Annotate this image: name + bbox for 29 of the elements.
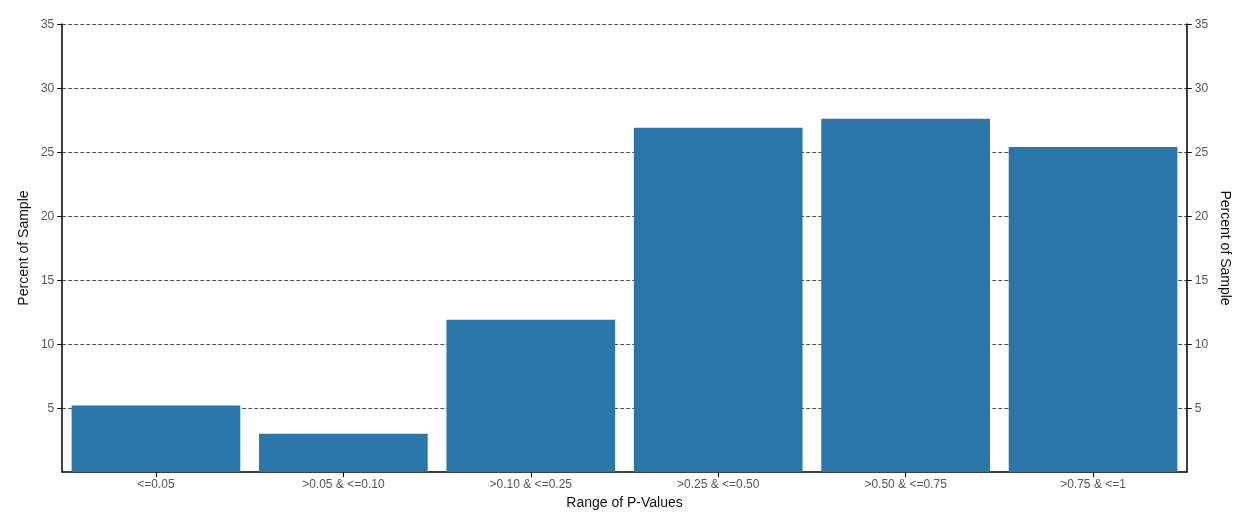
bar <box>633 127 803 473</box>
y2-tick-label: 15 <box>1194 273 1209 288</box>
y2-tick-label: 35 <box>1194 17 1209 31</box>
bar <box>259 433 428 473</box>
y2-axis-title: Percent of Sample <box>1218 190 1234 306</box>
x-tick-label: >0.05 & <=0.10 <box>302 477 385 492</box>
y-axis-title: Percent of Sample <box>15 190 31 306</box>
y-tick-label: 30 <box>40 81 55 96</box>
x-axis-title: Range of P-Values <box>566 494 683 510</box>
y2-tick-label: 20 <box>1194 209 1209 224</box>
y-tick-label: 35 <box>40 17 55 31</box>
x-tick-label: <=0.05 <box>137 477 175 492</box>
bar <box>446 319 616 473</box>
y2-tick-label: 30 <box>1194 81 1209 96</box>
bar <box>1008 146 1178 473</box>
y-tick-label: 25 <box>40 145 55 160</box>
y-tick-label: 20 <box>40 209 55 224</box>
x-tick-label: >0.25 & <=0.50 <box>677 477 760 492</box>
bar <box>821 118 990 473</box>
x-tick-label: >0.10 & <=0.25 <box>489 477 573 492</box>
y2-tick-label: 5 <box>1194 401 1202 416</box>
y2-tick-label: 10 <box>1194 337 1209 352</box>
x-tick-label: >0.50 & <=0.75 <box>864 477 948 492</box>
x-tick-label: >0.75 & <=1 <box>1060 477 1127 492</box>
bar <box>71 405 241 473</box>
y-tick-label: 5 <box>47 401 55 416</box>
y2-tick-label: 25 <box>1194 145 1209 160</box>
y-tick-label: 10 <box>40 337 55 352</box>
y-tick-label: 15 <box>40 273 55 288</box>
